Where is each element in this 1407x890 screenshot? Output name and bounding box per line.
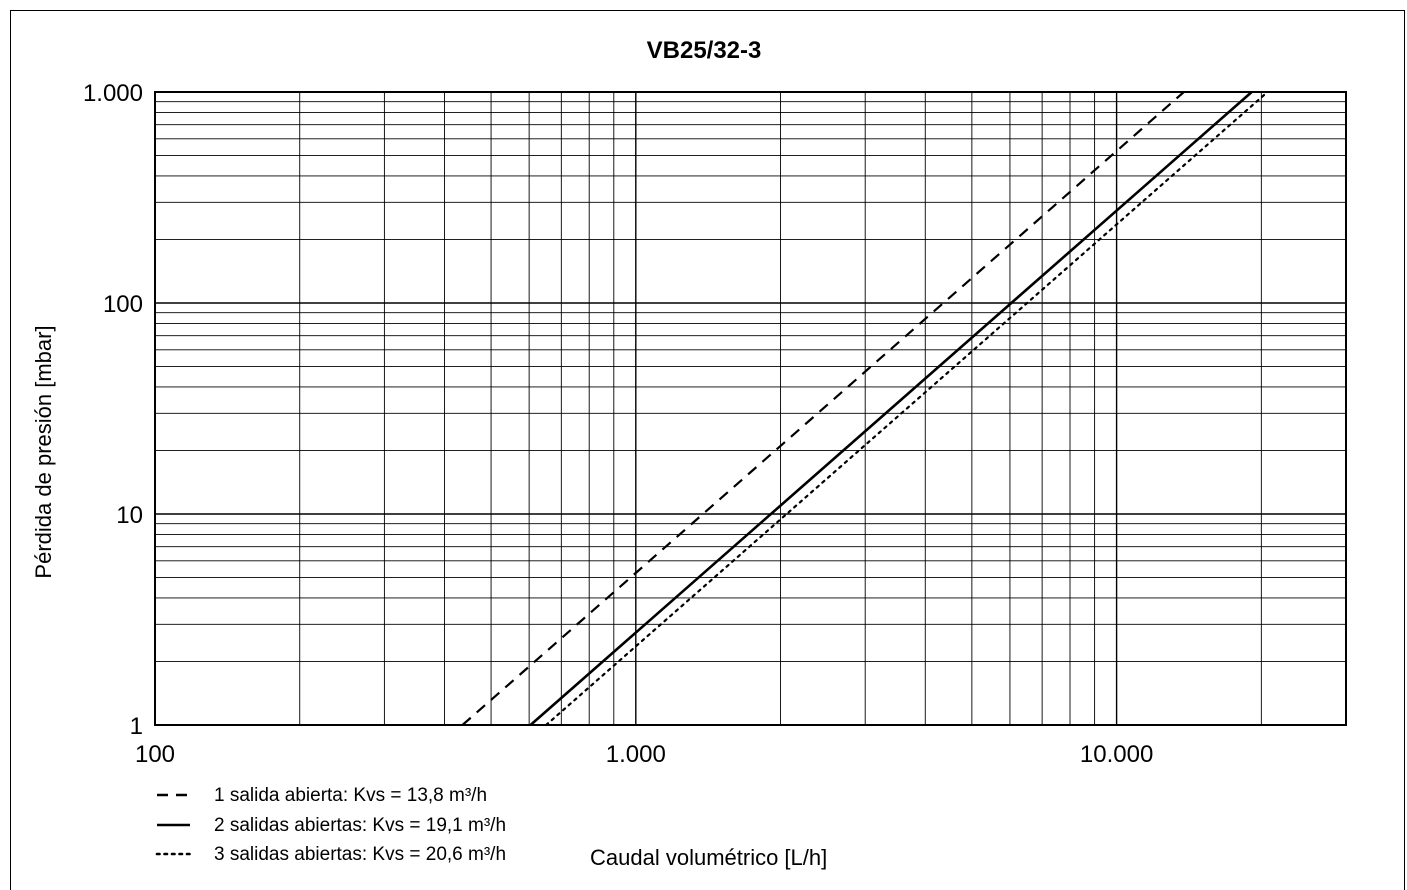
series-lines (461, 90, 1269, 727)
plot-border (154, 91, 1347, 726)
legend-label-1: 1 salida abierta: Kvs = 13,8 m³/h (214, 785, 487, 806)
series-line-3 (545, 90, 1269, 727)
x-tick-labels: 100 1.000 10.000 (135, 741, 1153, 768)
x-tick-label: 10.000 (1080, 741, 1153, 768)
legend: 1 salida abierta: Kvs = 13,8 m³/h 2 salid… (155, 785, 506, 865)
x-axis-label: Caudal volumétrico [L/h] (590, 845, 827, 870)
chart-frame (10, 10, 1405, 890)
grid (155, 92, 1346, 725)
y-tick-label: 1.000 (83, 80, 143, 107)
series-line-2 (529, 91, 1253, 726)
y-axis-label: Pérdida de presión [mbar] (31, 325, 56, 578)
x-tick-label: 1.000 (606, 741, 666, 768)
chart-title: VB25/32-3 (647, 37, 762, 64)
legend-label-2: 2 salidas abiertas: Kvs = 19,1 m³/h (214, 815, 506, 836)
legend-label-3: 3 salidas abiertas: Kvs = 20,6 m³/h (214, 844, 506, 865)
x-tick-label: 100 (135, 741, 175, 768)
series-line-1 (461, 91, 1185, 726)
y-tick-labels: 1 10 100 1.000 (83, 80, 143, 740)
y-tick-label: 100 (103, 291, 143, 318)
y-tick-label: 1 (130, 713, 143, 740)
y-tick-label: 10 (116, 502, 143, 529)
